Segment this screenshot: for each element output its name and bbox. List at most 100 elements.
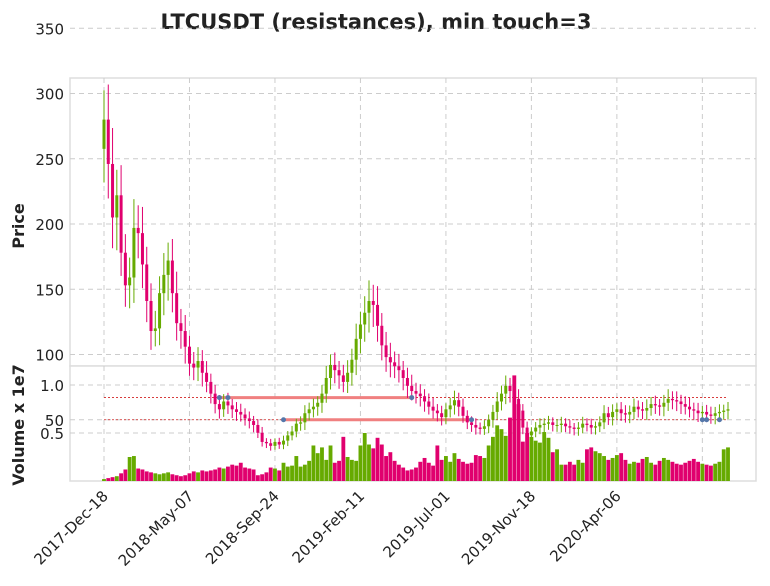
candle-body bbox=[299, 422, 303, 424]
volume-bar bbox=[388, 452, 393, 481]
candle-body bbox=[102, 119, 106, 149]
candle-body bbox=[303, 413, 307, 423]
volume-bar bbox=[392, 460, 397, 481]
candle-body bbox=[431, 406, 435, 411]
candle-body bbox=[358, 324, 362, 339]
volume-bar bbox=[149, 472, 153, 481]
touch-point bbox=[704, 417, 710, 423]
volume-bar bbox=[140, 469, 145, 481]
candle-body bbox=[670, 398, 674, 401]
candle-body bbox=[333, 364, 337, 371]
candle-body bbox=[166, 260, 170, 275]
volume-bar bbox=[251, 469, 256, 481]
candle-body bbox=[269, 443, 273, 446]
touch-point bbox=[281, 417, 287, 423]
volume-bar bbox=[687, 460, 692, 481]
volume-bar bbox=[119, 473, 124, 481]
x-tick-label: 2019-Nov-18 bbox=[458, 487, 539, 568]
candle-body bbox=[132, 227, 136, 278]
volume-bar bbox=[166, 472, 171, 481]
volume-bar bbox=[563, 464, 568, 481]
candle-body bbox=[508, 385, 512, 392]
volume-bar bbox=[268, 467, 273, 481]
candle-body bbox=[320, 393, 324, 403]
candle-body bbox=[709, 414, 713, 416]
volume-bar bbox=[153, 473, 158, 481]
volume-bar bbox=[533, 440, 538, 481]
volume-bar bbox=[170, 474, 175, 481]
volume-bar bbox=[713, 463, 718, 481]
volume-bar bbox=[644, 457, 649, 481]
touch-point bbox=[716, 417, 722, 423]
volume-bar bbox=[520, 441, 525, 481]
candle-body bbox=[350, 359, 354, 373]
candle-body bbox=[662, 402, 666, 407]
volume-bar bbox=[597, 453, 602, 481]
volume-bar bbox=[538, 442, 542, 481]
candle-body bbox=[213, 393, 217, 405]
candle-body bbox=[688, 406, 692, 410]
candle-body bbox=[128, 277, 132, 286]
volume-bar bbox=[307, 460, 312, 481]
candle-body bbox=[294, 423, 298, 432]
volume-bar bbox=[127, 457, 132, 481]
candle-body bbox=[264, 441, 268, 444]
volume-bar bbox=[332, 462, 337, 481]
volume-bar bbox=[285, 466, 290, 481]
candle-body bbox=[277, 441, 281, 445]
volume-bar bbox=[576, 459, 581, 481]
candle-body bbox=[371, 300, 375, 305]
volume-bar bbox=[696, 461, 701, 481]
volume-bar bbox=[302, 464, 307, 481]
volume-bar bbox=[461, 461, 465, 481]
volume-bar bbox=[717, 461, 722, 481]
candle-body bbox=[200, 361, 204, 373]
candle-body bbox=[491, 411, 495, 420]
candle-body bbox=[418, 393, 422, 397]
candle-body bbox=[273, 441, 277, 446]
volume-bar bbox=[200, 470, 205, 481]
candle-body bbox=[696, 410, 700, 414]
volume-bar bbox=[349, 459, 354, 481]
candle-body bbox=[683, 404, 687, 407]
candle-body bbox=[602, 413, 606, 423]
candle-body bbox=[397, 366, 401, 371]
volume-bar bbox=[379, 444, 384, 481]
candle-body bbox=[713, 413, 717, 416]
volume-bar bbox=[238, 462, 243, 481]
candle-body bbox=[234, 409, 238, 412]
volume-bar bbox=[294, 456, 299, 481]
volume-bar bbox=[443, 456, 448, 481]
touch-point bbox=[699, 417, 705, 423]
volume-bar bbox=[320, 447, 324, 481]
volume-bar bbox=[230, 464, 235, 481]
candle-body bbox=[337, 370, 341, 376]
volume-bar bbox=[683, 462, 688, 481]
candle-body bbox=[239, 411, 243, 415]
volume-bar bbox=[567, 461, 572, 481]
candle-body bbox=[525, 427, 529, 436]
candle-body bbox=[619, 409, 623, 414]
volume-bar bbox=[371, 448, 376, 481]
candle-body bbox=[111, 163, 115, 218]
candle-body bbox=[256, 424, 260, 433]
volume-bar bbox=[161, 473, 166, 481]
volume-bar bbox=[345, 457, 350, 481]
volume-bar bbox=[405, 470, 410, 481]
price-tick-label: 300 bbox=[35, 86, 64, 104]
candle-body bbox=[119, 195, 123, 253]
volume-bar bbox=[234, 465, 239, 481]
touch-point bbox=[216, 395, 222, 401]
price-tick-label: 100 bbox=[35, 347, 64, 365]
candle-body bbox=[440, 413, 444, 418]
candle-body bbox=[243, 414, 247, 419]
candle-body bbox=[354, 338, 358, 360]
candle-body bbox=[534, 427, 538, 432]
volume-bar bbox=[580, 462, 585, 481]
candle-body bbox=[106, 119, 110, 164]
volume-bar bbox=[512, 375, 517, 481]
volume-bar bbox=[546, 437, 551, 481]
volume-bar bbox=[456, 458, 461, 481]
volume-bar bbox=[508, 417, 512, 481]
volume-bar bbox=[354, 460, 359, 481]
